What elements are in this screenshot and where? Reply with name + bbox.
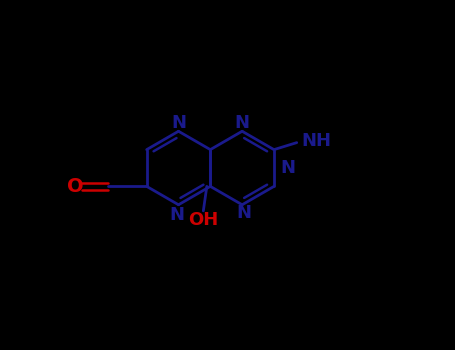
Text: N: N [280, 159, 295, 177]
Text: N: N [235, 113, 250, 132]
Text: N: N [237, 204, 252, 223]
Text: NH: NH [301, 132, 331, 150]
Text: N: N [169, 205, 184, 224]
Text: O: O [66, 177, 83, 196]
Text: N: N [171, 113, 186, 132]
Text: OH: OH [188, 211, 218, 229]
